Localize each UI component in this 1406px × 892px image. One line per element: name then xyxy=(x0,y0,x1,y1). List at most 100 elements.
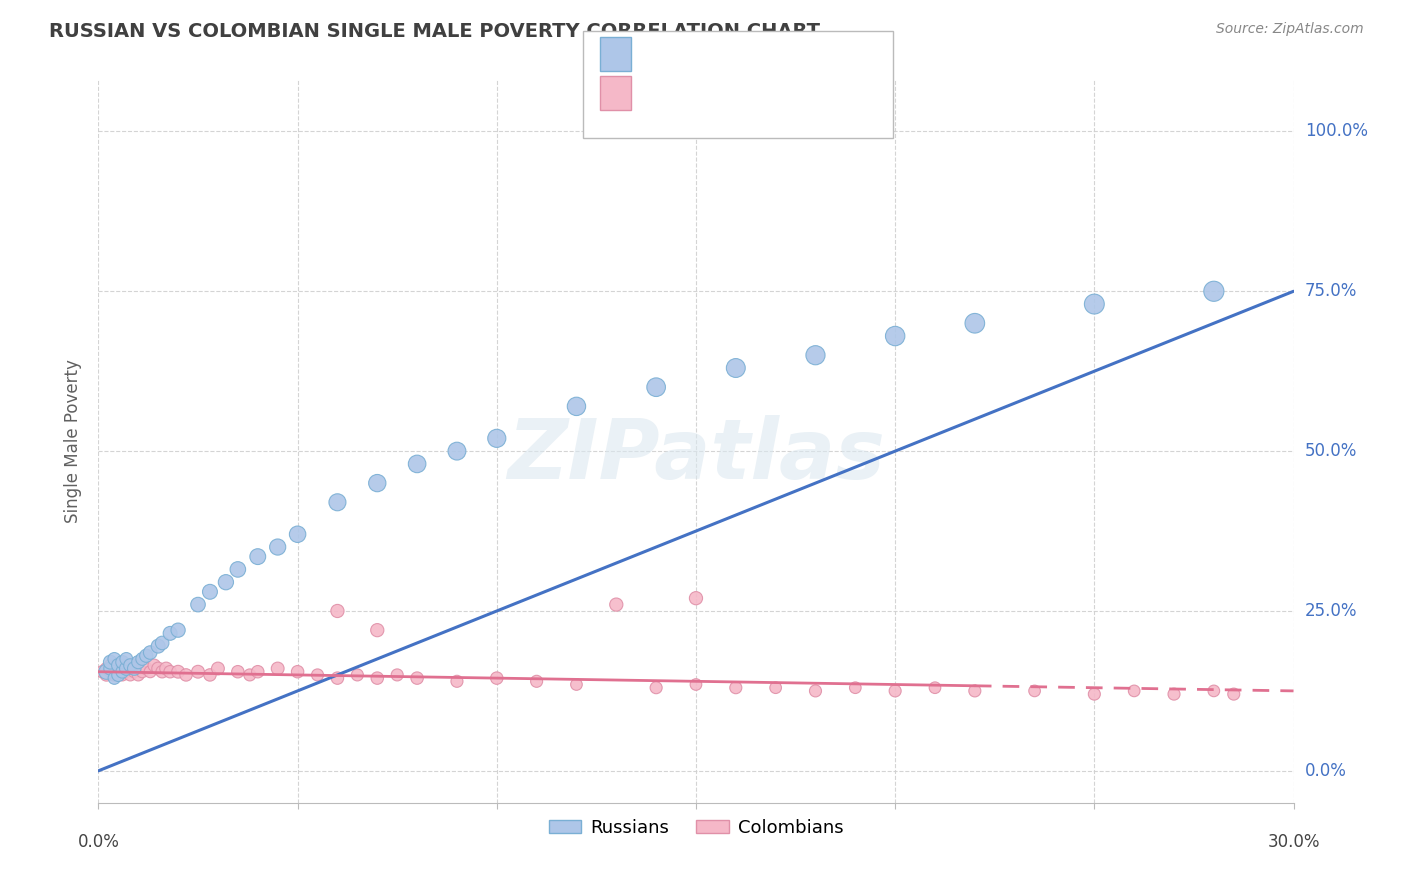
Point xyxy=(724,681,747,695)
Point xyxy=(143,658,166,673)
Point xyxy=(844,681,866,695)
Point xyxy=(385,668,409,682)
Point xyxy=(1083,297,1105,311)
Point xyxy=(565,400,588,414)
Point xyxy=(287,665,309,679)
Point xyxy=(131,665,153,679)
Text: 75.0%: 75.0% xyxy=(1305,282,1357,301)
Point xyxy=(724,361,747,376)
Point xyxy=(98,661,122,675)
Text: R =  0.637   N =  41: R = 0.637 N = 41 xyxy=(643,45,824,63)
Text: RUSSIAN VS COLOMBIAN SINGLE MALE POVERTY CORRELATION CHART: RUSSIAN VS COLOMBIAN SINGLE MALE POVERTY… xyxy=(49,22,820,41)
Point xyxy=(406,457,429,471)
Point xyxy=(226,562,249,576)
Point xyxy=(148,661,170,675)
Point xyxy=(111,668,134,682)
Point xyxy=(1024,684,1046,698)
Text: R = -0.154   N =  66: R = -0.154 N = 66 xyxy=(643,84,825,102)
Point xyxy=(485,431,508,445)
Point xyxy=(963,316,986,330)
Point xyxy=(804,348,827,362)
Point xyxy=(174,668,197,682)
Point xyxy=(107,658,129,673)
Point xyxy=(111,665,134,679)
Point xyxy=(1202,285,1225,299)
Point xyxy=(239,668,262,682)
Point xyxy=(124,665,146,679)
Point xyxy=(139,665,162,679)
Point xyxy=(804,684,827,698)
Text: 100.0%: 100.0% xyxy=(1305,122,1368,140)
Point xyxy=(103,668,125,682)
Y-axis label: Single Male Poverty: Single Male Poverty xyxy=(65,359,83,524)
Text: 0.0%: 0.0% xyxy=(1305,762,1347,780)
Point xyxy=(150,665,173,679)
Point xyxy=(485,671,508,685)
Point xyxy=(198,584,221,599)
Point xyxy=(565,677,588,691)
Point xyxy=(103,671,125,685)
Point xyxy=(326,495,349,509)
Point xyxy=(120,668,142,682)
Point xyxy=(150,636,173,650)
Point xyxy=(115,665,138,679)
Point xyxy=(366,671,388,685)
Point xyxy=(884,684,907,698)
Point xyxy=(198,668,221,682)
Point xyxy=(267,661,290,675)
Point xyxy=(187,665,209,679)
Point xyxy=(645,681,668,695)
Point xyxy=(127,661,149,675)
Point xyxy=(884,329,907,343)
Point xyxy=(155,661,177,675)
Point xyxy=(127,668,149,682)
Text: 30.0%: 30.0% xyxy=(1267,833,1320,851)
Point xyxy=(406,671,429,685)
Point xyxy=(246,665,269,679)
Point xyxy=(135,648,157,663)
Point xyxy=(1083,687,1105,701)
Point xyxy=(924,681,946,695)
Point xyxy=(187,598,209,612)
Point xyxy=(135,661,157,675)
Point xyxy=(107,658,129,673)
Point xyxy=(96,661,118,675)
Point xyxy=(963,684,986,698)
Point xyxy=(98,665,122,679)
Point xyxy=(120,661,142,675)
Point xyxy=(167,665,190,679)
Point xyxy=(91,665,114,679)
Point xyxy=(215,575,238,590)
Point xyxy=(446,444,468,458)
Point xyxy=(120,658,142,673)
Point xyxy=(326,671,349,685)
Point xyxy=(765,681,787,695)
Point xyxy=(159,665,181,679)
Point xyxy=(645,380,668,394)
Point xyxy=(107,668,129,682)
Point xyxy=(1123,684,1146,698)
Point xyxy=(326,604,349,618)
Point xyxy=(446,674,468,689)
Point xyxy=(124,658,146,673)
Text: Source: ZipAtlas.com: Source: ZipAtlas.com xyxy=(1216,22,1364,37)
Point xyxy=(346,668,368,682)
Point xyxy=(685,591,707,606)
Point xyxy=(96,665,118,679)
Point xyxy=(111,661,134,675)
Point xyxy=(605,598,627,612)
Point xyxy=(131,652,153,666)
Text: 50.0%: 50.0% xyxy=(1305,442,1357,460)
Point xyxy=(307,668,329,682)
Point xyxy=(267,540,290,554)
Point xyxy=(111,655,134,669)
Point xyxy=(96,668,118,682)
Point xyxy=(207,661,229,675)
Point xyxy=(366,476,388,491)
Text: 0.0%: 0.0% xyxy=(77,833,120,851)
Point xyxy=(1163,687,1185,701)
Point xyxy=(287,527,309,541)
Text: ZIPatlas: ZIPatlas xyxy=(508,416,884,497)
Point xyxy=(124,661,146,675)
Point xyxy=(246,549,269,564)
